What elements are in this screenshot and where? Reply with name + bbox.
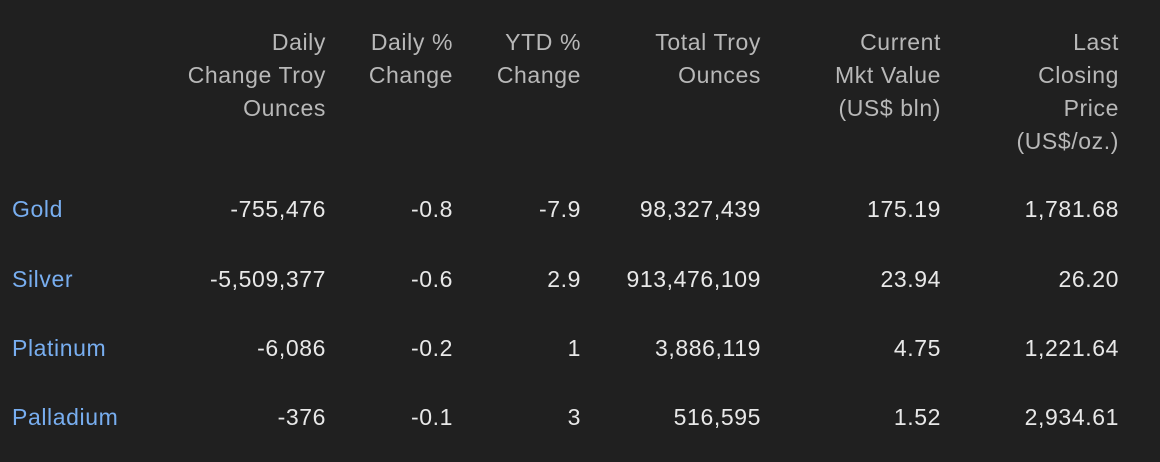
cell: 3 [568, 404, 581, 430]
cell: -7.9 [539, 196, 581, 222]
column-header: Ounces [243, 95, 326, 121]
cell: 26.20 [1058, 266, 1119, 292]
column-header: Daily [272, 29, 326, 55]
cell: -5,509,377 [210, 266, 326, 292]
column-header: Mkt Value [835, 62, 941, 88]
cell: -755,476 [230, 196, 326, 222]
cell: 3,886,119 [655, 335, 761, 361]
column-header: Change [497, 62, 581, 88]
cell: -0.2 [411, 335, 453, 361]
cell: 4.75 [894, 335, 941, 361]
cell: 913,476,109 [626, 266, 761, 292]
cell: 23.94 [880, 266, 941, 292]
row-label: Gold [12, 196, 63, 222]
cell: 175.19 [867, 196, 941, 222]
cell: 1,781.68 [1025, 196, 1119, 222]
column-header: Current [860, 29, 941, 55]
cell: 1.52 [894, 404, 941, 430]
column-header: YTD % [505, 29, 581, 55]
row-label: Silver [12, 266, 73, 292]
cell: -0.1 [411, 404, 453, 430]
column-header: Total Troy [655, 29, 761, 55]
column-header: Closing [1038, 62, 1119, 88]
column-header: Daily % [371, 29, 453, 55]
cell: 2.9 [547, 266, 581, 292]
column-header: (US$ bln) [838, 95, 941, 121]
column-header: Change Troy [188, 62, 326, 88]
row-label: Palladium [12, 404, 118, 430]
cell: 1 [568, 335, 581, 361]
cell: -376 [278, 404, 326, 430]
cell: 98,327,439 [640, 196, 761, 222]
cell: -6,086 [257, 335, 326, 361]
column-header: (US$/oz.) [1016, 128, 1119, 154]
cell: -0.8 [411, 196, 453, 222]
cell: -0.6 [411, 266, 453, 292]
column-header: Change [369, 62, 453, 88]
column-header: Last [1073, 29, 1119, 55]
cell: 2,934.61 [1025, 404, 1119, 430]
cell: 1,221.64 [1025, 335, 1119, 361]
column-header: Price [1064, 95, 1119, 121]
column-header: Ounces [678, 62, 761, 88]
cell: 516,595 [674, 404, 761, 430]
row-label: Platinum [12, 335, 106, 361]
